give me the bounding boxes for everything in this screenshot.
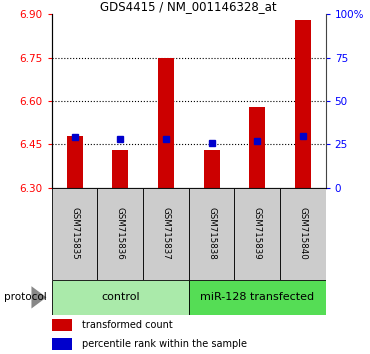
Bar — [52, 338, 71, 350]
Text: protocol: protocol — [4, 292, 47, 302]
Bar — [189, 280, 326, 315]
Bar — [143, 188, 189, 280]
Bar — [189, 188, 234, 280]
Text: GSM715835: GSM715835 — [70, 207, 79, 260]
Text: GSM715837: GSM715837 — [161, 207, 170, 260]
Text: percentile rank within the sample: percentile rank within the sample — [83, 339, 248, 349]
Text: GSM715840: GSM715840 — [298, 207, 307, 260]
Text: miR-128 transfected: miR-128 transfected — [200, 292, 314, 302]
Bar — [112, 150, 128, 188]
Bar — [249, 107, 265, 188]
Text: transformed count: transformed count — [83, 320, 173, 330]
Bar — [67, 136, 83, 188]
Text: GSM715838: GSM715838 — [207, 207, 216, 260]
Bar — [295, 20, 311, 188]
Text: control: control — [101, 292, 139, 302]
Bar — [52, 188, 97, 280]
Bar — [158, 58, 174, 188]
Bar — [280, 188, 326, 280]
Bar — [52, 280, 189, 315]
Text: GSM715839: GSM715839 — [253, 207, 262, 260]
Bar — [204, 150, 219, 188]
Text: GSM715836: GSM715836 — [116, 207, 125, 260]
Polygon shape — [31, 286, 47, 308]
Bar — [52, 319, 71, 331]
Title: GDS4415 / NM_001146328_at: GDS4415 / NM_001146328_at — [100, 0, 277, 13]
Bar — [234, 188, 280, 280]
Bar — [97, 188, 143, 280]
